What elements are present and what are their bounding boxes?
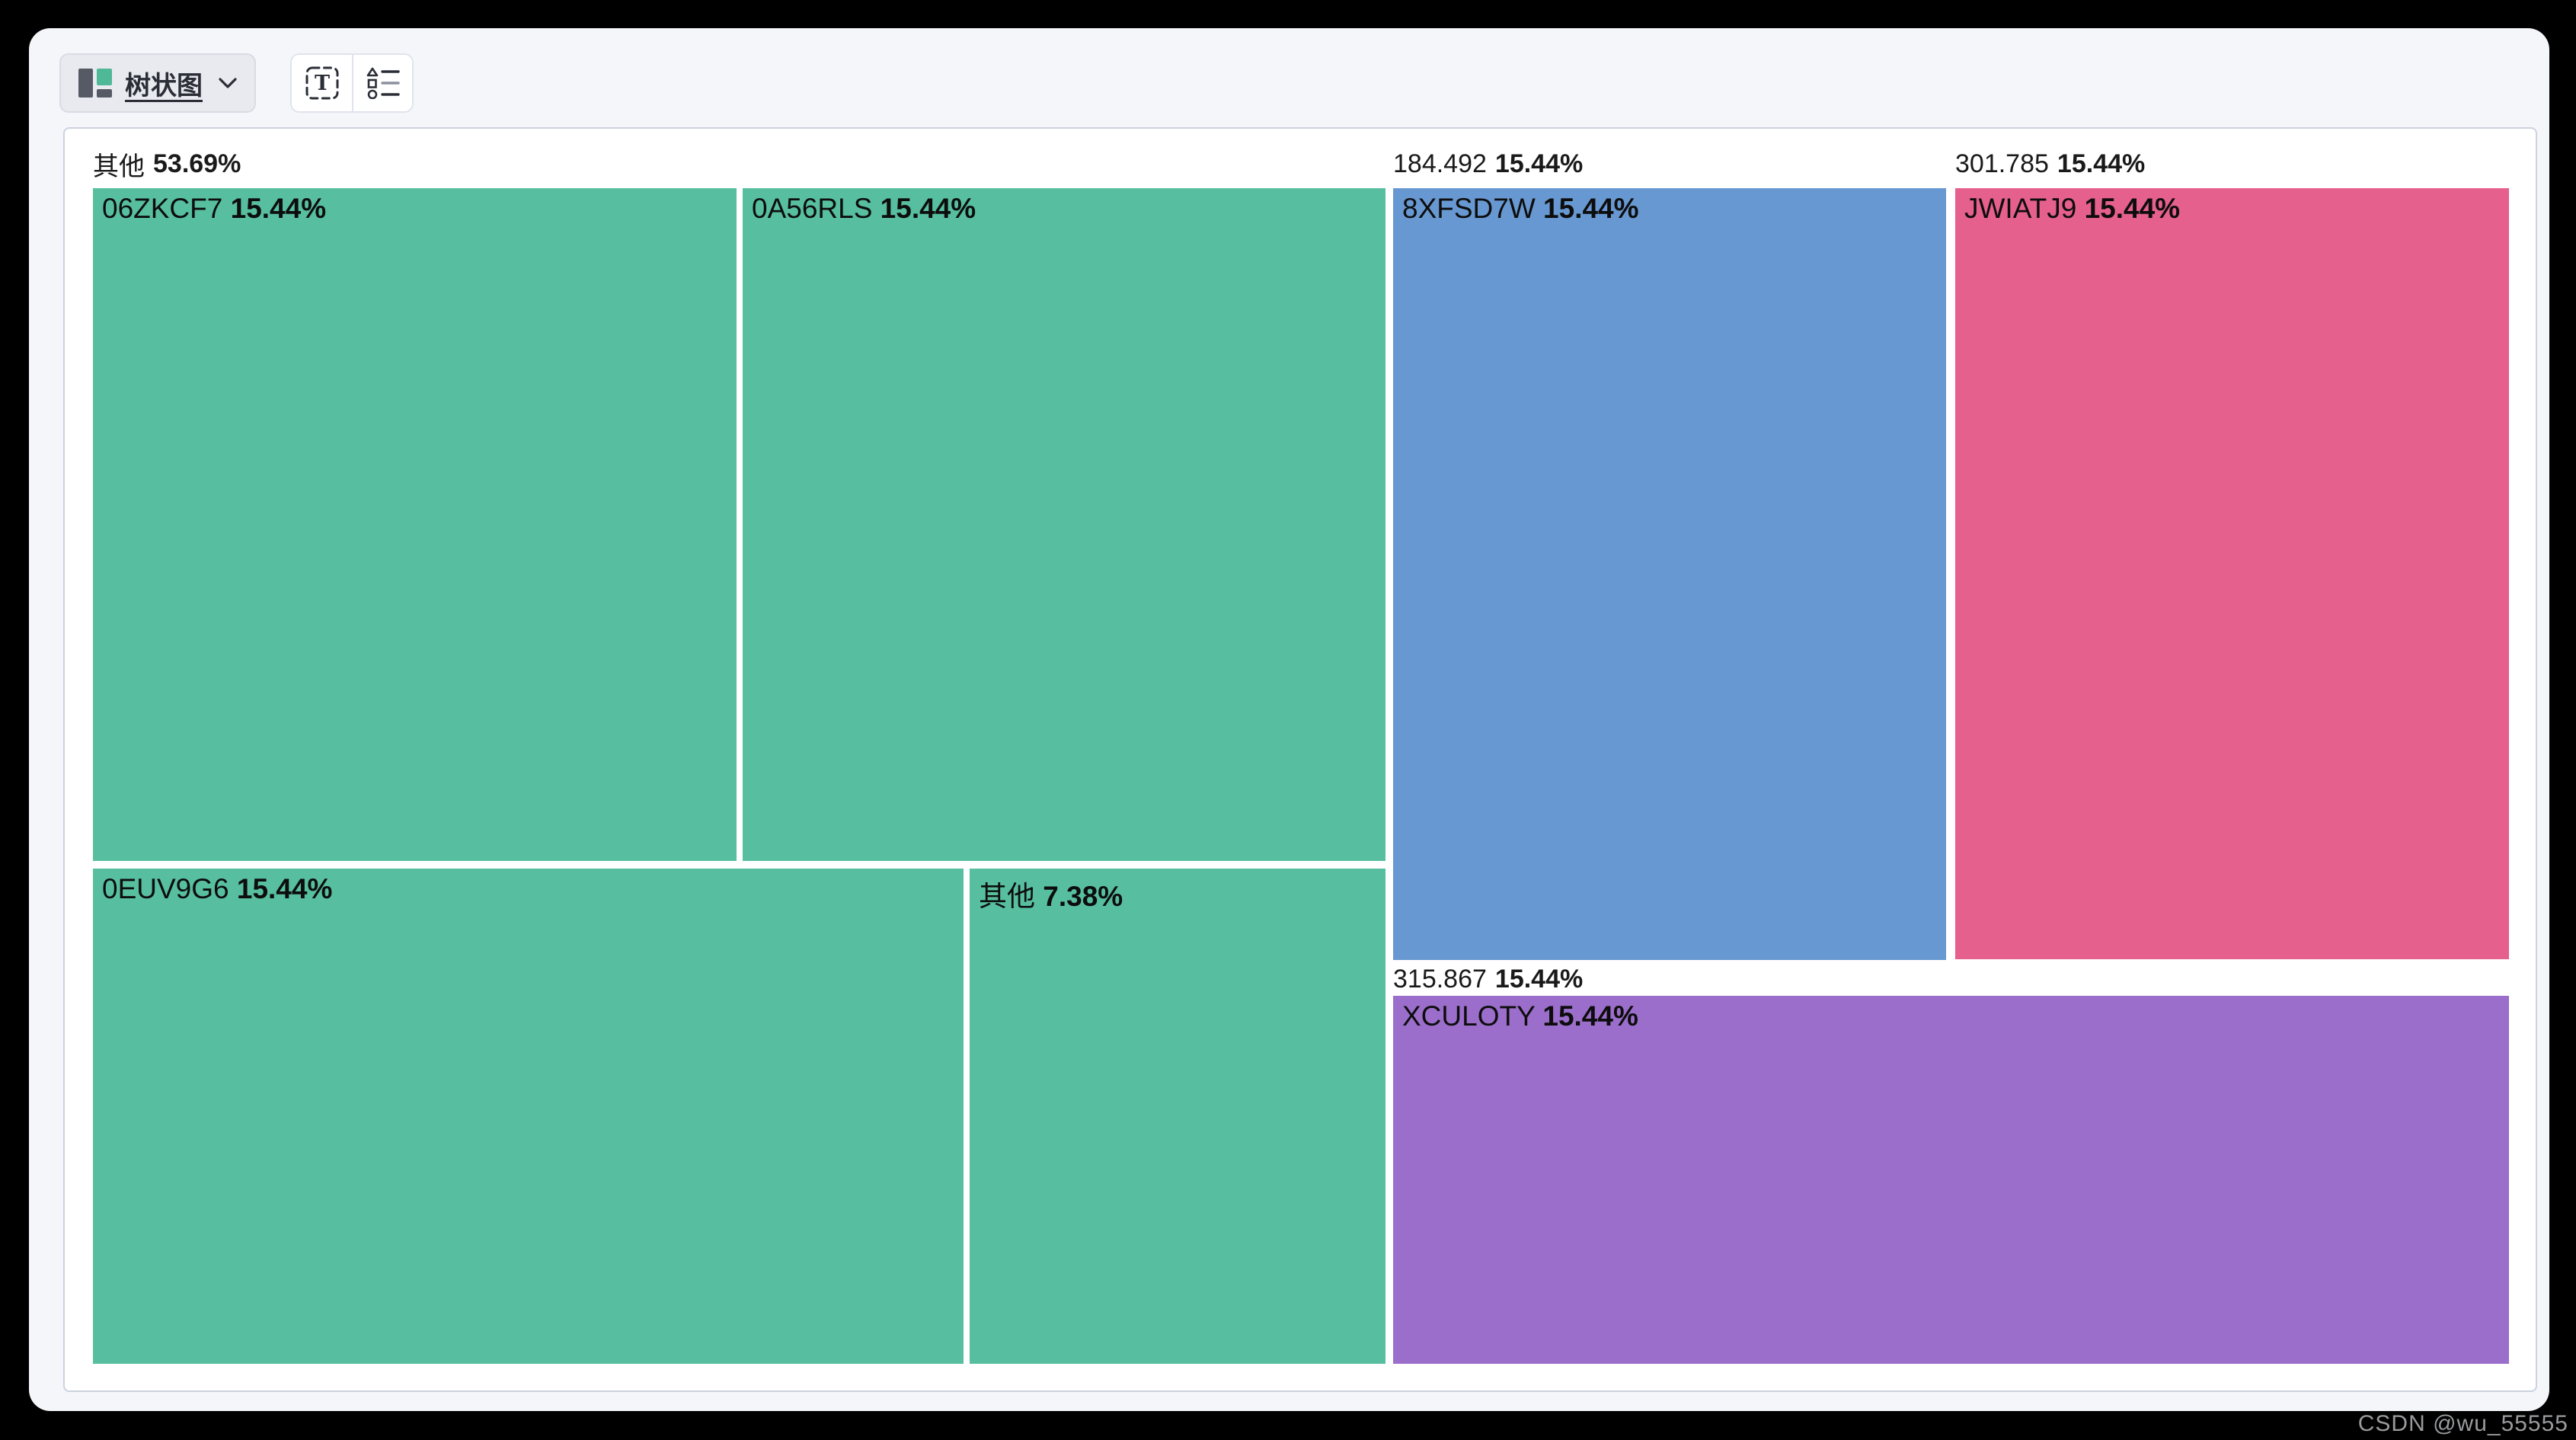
legend-toggle-button[interactable] (352, 55, 412, 111)
chart-option-button-group: T (290, 53, 414, 113)
treemap-cell-XCULOTY[interactable]: XCULOTY 15.44% (1393, 996, 2509, 1364)
treemap-cell-JWIATJ9[interactable]: JWIATJ9 15.44% (1955, 188, 2509, 959)
treemap-cell-8XFSD7W[interactable]: 8XFSD7W 15.44% (1393, 188, 1946, 960)
treemap-group-header-0: 其他 53.69% (93, 149, 241, 181)
text-label-icon: T (305, 66, 340, 101)
treemap-cell-0EUV9G6[interactable]: 0EUV9G6 15.44% (93, 869, 964, 1364)
treemap-cell-0A56RLS[interactable]: 0A56RLS 15.44% (743, 188, 1385, 861)
chart-type-selector-button[interactable]: 树状图 (59, 53, 256, 113)
chart-type-label: 树状图 (125, 71, 203, 101)
treemap-cell-label: XCULOTY 15.44% (1402, 1000, 1638, 1032)
treemap-cell-label: 06ZKCF7 15.44% (102, 193, 327, 224)
treemap-cell-其他[interactable]: 其他 7.38% (970, 869, 1385, 1364)
svg-text:T: T (314, 72, 329, 95)
treemap-group-header-2: 301.785 15.44% (1955, 149, 2146, 178)
text-label-toggle-button[interactable]: T (292, 55, 352, 111)
legend-list-icon (366, 67, 401, 99)
toolbar: 树状图 T (59, 53, 414, 113)
watermark-text: CSDN @wu_55555 (2357, 1411, 2568, 1436)
treemap-group-header-3: 315.867 15.44% (1393, 964, 1584, 994)
treemap-cell-label: 0EUV9G6 15.44% (102, 873, 333, 904)
treemap-cell-label: 8XFSD7W 15.44% (1402, 193, 1639, 224)
treemap-cell-06ZKCF7[interactable]: 06ZKCF7 15.44% (93, 188, 737, 861)
chevron-down-icon (218, 77, 238, 89)
treemap-cell-label: JWIATJ9 15.44% (1964, 193, 2181, 224)
treemap-plot: 其他 53.69% 184.492 15.44% 301.785 15.44% 315.86… (93, 144, 2509, 1364)
treemap-cell-label: 其他 7.38% (979, 881, 1123, 912)
treemap-cell-label: 0A56RLS 15.44% (752, 193, 976, 224)
treemap-icon (78, 67, 113, 99)
treemap-group-header-1: 184.492 15.44% (1393, 149, 1584, 178)
chart-widget-panel: 树状图 T (29, 28, 2549, 1411)
treemap-chart-card: 其他 53.69% 184.492 15.44% 301.785 15.44% 315.86… (63, 127, 2537, 1392)
